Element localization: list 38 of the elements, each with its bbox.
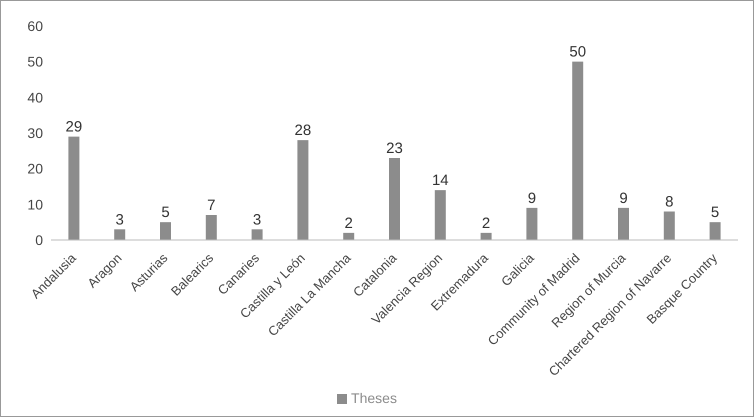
data-label: 5	[161, 204, 170, 222]
data-label: 2	[344, 214, 353, 232]
data-label: 2	[482, 214, 490, 232]
data-label: 7	[207, 197, 216, 214]
bar	[114, 229, 126, 240]
y-tick-label: 20	[27, 160, 44, 177]
y-tick-label: 30	[27, 124, 44, 141]
y-tick-label: 40	[27, 89, 44, 106]
data-label: 5	[710, 204, 720, 222]
data-label: 29	[66, 118, 82, 136]
y-tick-label: 0	[35, 232, 44, 248]
bar	[434, 190, 446, 240]
bar	[343, 232, 354, 240]
bar	[68, 136, 80, 240]
data-label: 14	[432, 172, 449, 190]
bar	[389, 158, 400, 240]
bar	[297, 140, 308, 240]
y-tick-label: 60	[27, 18, 44, 34]
bar	[572, 62, 584, 240]
bar	[526, 208, 538, 240]
bar	[664, 211, 675, 240]
bar	[480, 232, 492, 240]
bar	[206, 215, 217, 240]
legend-label: Theses	[351, 390, 397, 406]
data-label: 8	[665, 193, 674, 210]
data-label: 3	[116, 211, 124, 228]
bar	[252, 229, 263, 240]
bar	[710, 222, 721, 240]
data-label: 23	[386, 140, 403, 157]
data-label: 3	[252, 211, 262, 228]
bar	[618, 208, 630, 240]
data-label: 50	[569, 44, 586, 61]
data-label: 9	[528, 190, 536, 207]
bar	[160, 222, 172, 240]
y-tick-label: 10	[27, 196, 44, 212]
data-label: 28	[294, 122, 312, 140]
y-tick-label: 50	[27, 54, 44, 70]
data-label: 9	[619, 190, 628, 207]
